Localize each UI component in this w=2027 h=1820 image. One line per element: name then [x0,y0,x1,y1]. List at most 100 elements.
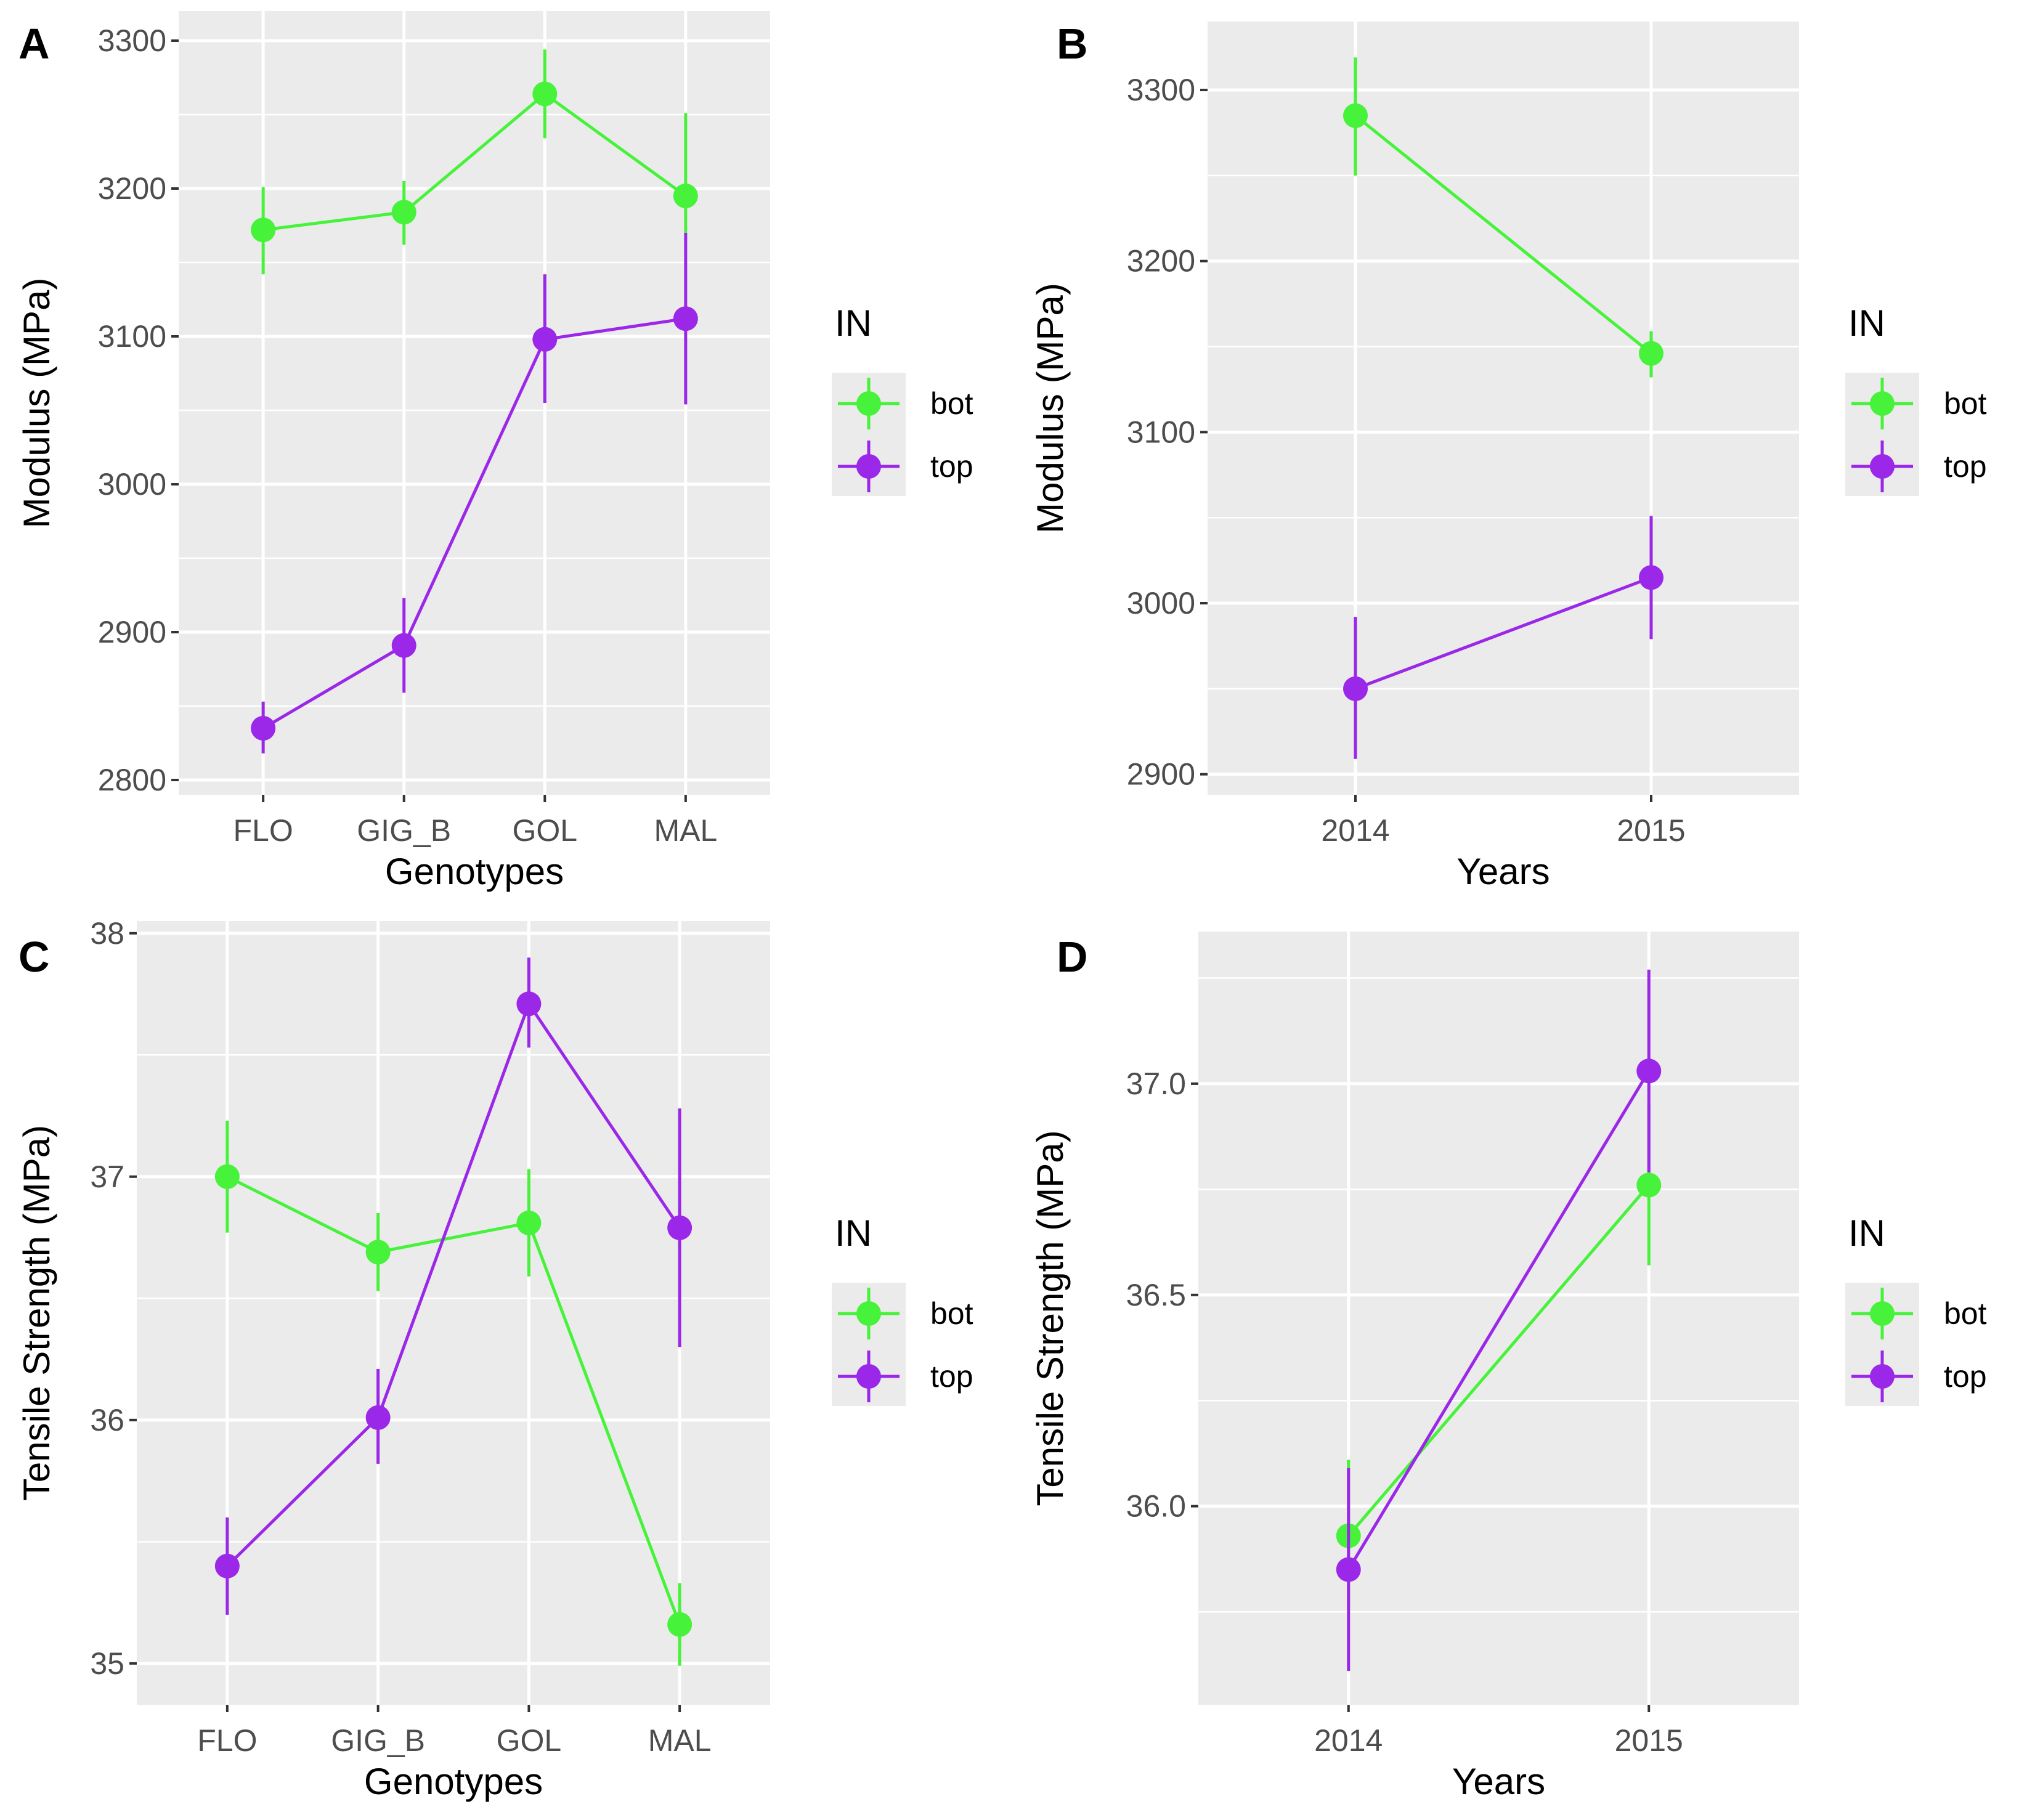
legend-label-top: top [1944,449,1987,484]
y-tick-label: 3000 [98,467,166,502]
data-point-top [391,633,416,658]
panel-c: C 35 36 37 38 FLO GIG_B GOL MAL Genotypes Tensile … [0,910,1014,1820]
x-axis-title: Years [1452,1761,1545,1802]
data-point-top [516,991,542,1017]
x-tick-label: FLO [234,813,293,848]
y-tick-label: 38 [90,916,124,951]
y-tick-label: 2900 [1127,757,1195,792]
y-tick-label: 3300 [1127,73,1195,107]
series-line-top [1347,1070,1651,1570]
x-axis-title: Genotypes [385,851,564,892]
data-point-top [1639,565,1663,590]
data-point-bot [391,200,416,225]
chart-a-svg: A 2800 2900 3000 3100 3200 3300 FLO GIG_B GOL MAL G… [16,11,973,892]
panel-tag: C [18,933,50,981]
series-line-top [1355,576,1652,691]
legend-key-point-top [1870,1364,1895,1389]
panel-d: D 36.0 36.5 37.0 2014 2015 Years Tensile Streng… [1014,910,2027,1820]
x-tick-label: MAL [654,813,717,848]
legend-label-bot: bot [1944,386,1987,421]
x-tick-label: MAL [648,1723,712,1758]
data-point-top [1343,676,1368,701]
x-tick-label: GOL [512,813,577,848]
data-point-top [673,306,698,331]
panel-b: B 2900 3000 3100 3200 3300 2014 2015 Years Modulu… [1014,0,2027,910]
legend-key-point-bot [1870,1301,1895,1326]
y-tick-label: 3000 [1127,586,1195,620]
legend-key-point-bot [1870,391,1895,416]
data-point-top [365,1405,391,1430]
y-tick-label: 36.5 [1126,1278,1186,1312]
plot-background [1208,22,1799,795]
panel-a: A 2800 2900 3000 3100 3200 3300 FLO GIG_B GOL MAL G… [0,0,1014,910]
plot-background [179,11,770,795]
y-tick-label: 2900 [98,615,166,649]
series-line-bot [1354,114,1652,355]
x-tick-label: GIG_B [331,1723,425,1758]
legend-label-bot: bot [930,1296,973,1331]
x-tick-label: 2014 [1321,813,1389,848]
y-tick-label: 3300 [98,23,166,58]
x-tick-label: 2014 [1314,1723,1383,1758]
data-point-top [667,1215,693,1240]
legend-title: IN [835,303,872,344]
data-point-top [214,1553,240,1578]
x-tick-label: 2015 [1615,1723,1683,1758]
x-tick-label: 2015 [1617,813,1685,848]
data-point-bot [365,1240,391,1265]
series-line-top [226,1000,681,1567]
x-tick-label: GOL [497,1723,562,1758]
chart-d-svg: D 36.0 36.5 37.0 2014 2015 Years Tensile Streng… [1030,932,1987,1802]
data-point-bot [667,1612,693,1637]
legend-label-bot: bot [1944,1296,1987,1331]
chart-c-svg: C 35 36 37 38 FLO GIG_B GOL MAL Genotypes Tensile … [16,916,973,1802]
data-point-bot [516,1210,542,1235]
legend-label-top: top [1944,1359,1987,1394]
panel-tag: B [1057,20,1088,68]
data-point-bot [532,81,558,107]
legend-label-top: top [930,1359,973,1394]
y-tick-label: 36 [90,1403,124,1437]
y-tick-label: 2800 [98,763,166,797]
plot-background [137,921,770,1705]
data-point-top [251,716,276,741]
y-tick-label: 3200 [98,171,166,206]
y-tick-label: 3200 [1127,244,1195,278]
legend-title: IN [1848,303,1885,344]
legend-label-top: top [930,449,973,484]
legend-label-bot: bot [930,386,973,421]
chart-b-svg: B 2900 3000 3100 3200 3300 2014 2015 Years Modulu… [1030,20,1987,892]
y-tick-label: 35 [90,1646,124,1681]
y-axis-title: Modulus (MPa) [16,278,57,529]
data-point-top [1636,1058,1662,1084]
y-axis-title: Tensile Strength (MPa) [16,1125,57,1501]
legend-title: IN [835,1213,872,1254]
y-tick-label: 3100 [98,319,166,354]
x-tick-label: FLO [197,1723,257,1758]
legend-key-point-top [856,1364,881,1389]
x-axis-title: Genotypes [364,1761,543,1802]
series-line-bot [262,92,687,232]
data-point-bot [251,217,276,243]
x-tick-label: GIG_B [357,813,451,848]
data-point-bot [1636,1172,1662,1198]
y-axis-title: Tensile Strength (MPa) [1030,1130,1071,1506]
series-line-bot [226,1175,681,1625]
x-axis-title: Years [1456,851,1550,892]
data-point-bot [214,1164,240,1189]
legend-title: IN [1848,1213,1885,1254]
panel-tag: A [18,20,50,68]
panel-tag: D [1057,933,1088,981]
legend-key-point-top [1870,454,1895,479]
data-point-bot [673,184,698,208]
series-line-top [262,317,686,730]
legend-key-point-bot [856,1301,881,1326]
y-tick-label: 3100 [1127,415,1195,449]
data-point-bot [1639,341,1663,366]
y-axis-title: Modulus (MPa) [1030,283,1071,534]
series-line-bot [1347,1184,1651,1537]
data-point-bot [1343,103,1368,128]
y-tick-label: 37.0 [1126,1066,1186,1101]
legend-key-point-bot [856,391,881,416]
data-point-top [532,327,558,352]
